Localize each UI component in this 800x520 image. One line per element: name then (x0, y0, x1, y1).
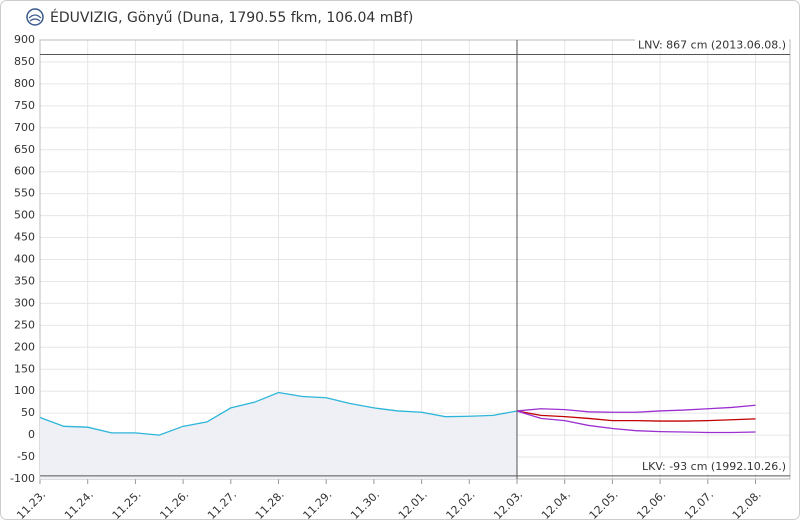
reference-label: LKV: -93 cm (1992.10.26.) (642, 460, 786, 473)
y-tick-label: 650 (14, 143, 35, 156)
area (40, 392, 517, 479)
y-tick-label: 250 (14, 318, 35, 331)
y-tick-label: 800 (14, 77, 35, 90)
y-tick-label: -50 (17, 450, 35, 463)
y-tick-label: -100 (10, 472, 35, 485)
reference-label: LNV: 867 cm (2013.06.08.) (638, 38, 786, 51)
y-tick-label: 50 (21, 406, 35, 419)
y-tick-label: 400 (14, 253, 35, 266)
y-tick-label: 300 (14, 296, 35, 309)
reference-label-bg (639, 458, 789, 474)
line (516, 404, 756, 413)
y-tick-label: 850 (14, 55, 35, 68)
y-tick-label: 600 (14, 165, 35, 178)
line (39, 391, 518, 436)
y-tick-label: 350 (14, 274, 35, 287)
y-tick-label: 100 (14, 384, 35, 397)
chart-title: ÉDUVIZIG, Gönyű (Duna, 1790.55 fkm, 106.… (50, 9, 413, 26)
line (516, 410, 756, 422)
y-tick-label: 500 (14, 209, 35, 222)
y-tick-label: 450 (14, 231, 35, 244)
y-tick-label: 900 (14, 33, 35, 46)
y-tick-label: 750 (14, 99, 35, 112)
reference-label-bg (634, 37, 789, 53)
logo (26, 8, 44, 26)
y-tick-label: 200 (14, 340, 35, 353)
y-tick-label: 550 (14, 187, 35, 200)
y-tick-label: 700 (14, 121, 35, 134)
y-tick-label: 0 (28, 428, 35, 441)
y-tick-label: 150 (14, 362, 35, 375)
line (516, 410, 756, 434)
